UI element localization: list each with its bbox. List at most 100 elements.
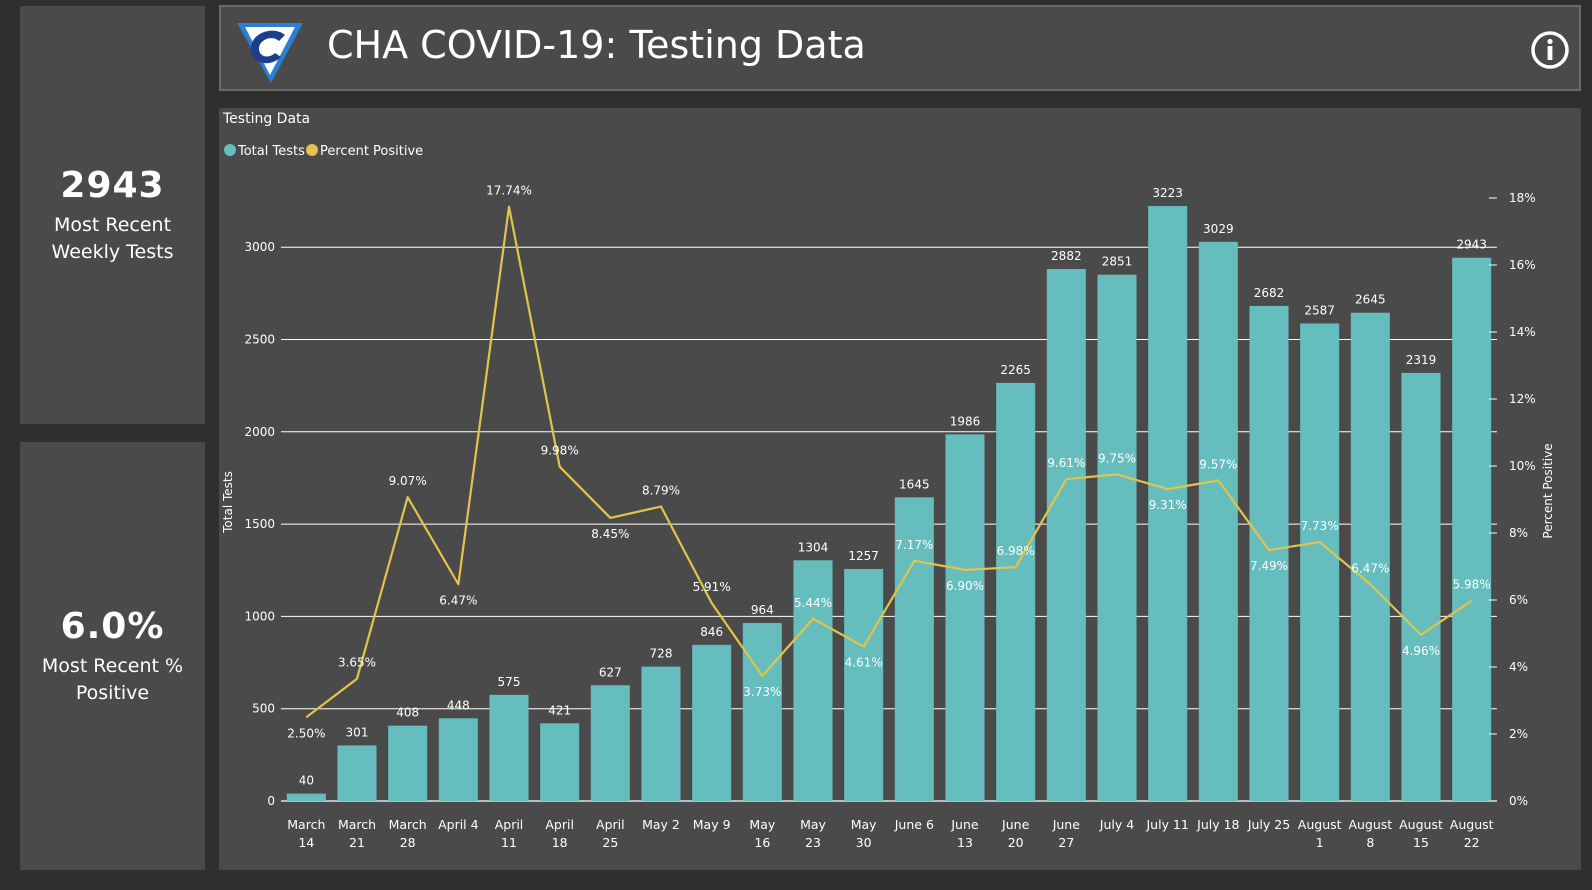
- line-point-label: 4.61%: [845, 656, 883, 670]
- bar-value-label: 1645: [899, 477, 930, 491]
- line-point-label: 6.47%: [439, 593, 477, 607]
- bar-value-label: 728: [650, 647, 673, 661]
- x-tick-label: 22: [1464, 835, 1480, 850]
- x-tick-label: July 18: [1196, 817, 1239, 832]
- bar: [286, 793, 326, 801]
- bar-value-label: 3223: [1152, 186, 1183, 200]
- bar: [894, 497, 934, 801]
- chart-legend: Total Tests Percent Positive: [224, 144, 423, 159]
- legend-label-percent-positive: Percent Positive: [320, 144, 423, 159]
- bar: [692, 644, 732, 801]
- y-tick-label: 3000: [244, 240, 275, 254]
- bar: [1401, 372, 1441, 801]
- x-tick-label: 25: [602, 835, 618, 850]
- kpi-card-weekly-tests: 2943 Most Recent Weekly Tests: [20, 6, 205, 424]
- chart-title: Testing Data: [222, 111, 310, 127]
- y-axis-title: Total Tests: [221, 471, 235, 534]
- y-tick-label: 2000: [244, 425, 275, 439]
- x-tick-label: 14: [298, 835, 314, 850]
- x-tick-label: July 25: [1247, 817, 1290, 832]
- y-tick-label: 0: [267, 794, 275, 808]
- line-point-label: 7.49%: [1250, 559, 1288, 573]
- line-point-label: 6.47%: [1351, 561, 1389, 575]
- bar: [337, 745, 377, 801]
- kpi-percent-positive-label: Most Recent % Positive: [41, 654, 184, 704]
- x-tick-label: 20: [1008, 835, 1024, 850]
- x-tick-label: April: [545, 817, 574, 832]
- bar: [793, 560, 833, 801]
- x-tick-label: May 9: [693, 817, 731, 832]
- bar-value-label: 1257: [848, 549, 879, 563]
- x-tick-label: 27: [1058, 835, 1074, 850]
- x-tick-label: 8: [1366, 835, 1374, 850]
- legend-swatch-total-tests: [224, 144, 236, 156]
- cha-logo-icon: [237, 23, 303, 83]
- bar: [1198, 241, 1238, 801]
- y2-tick-label: 12%: [1509, 392, 1536, 406]
- line-point-label: 2.50%: [287, 726, 325, 740]
- x-tick-label: 15: [1413, 835, 1429, 850]
- y-tick-label: 1500: [244, 517, 275, 531]
- line-point-label: 9.61%: [1047, 456, 1085, 470]
- line-point-label: 5.98%: [1453, 578, 1491, 592]
- y2-axis-title: Percent Positive: [1541, 443, 1555, 538]
- bar-value-label: 2943: [1456, 238, 1487, 252]
- line-point-label: 9.31%: [1149, 498, 1187, 512]
- bar: [641, 666, 681, 801]
- bar-value-label: 2587: [1304, 303, 1335, 317]
- bar: [1452, 257, 1492, 802]
- bar-value-label: 1304: [798, 540, 829, 554]
- x-tick-label: May 2: [642, 817, 680, 832]
- x-tick-label: July 4: [1099, 817, 1134, 832]
- x-tick-label: June: [1001, 817, 1030, 832]
- bar-value-label: 2851: [1102, 255, 1133, 269]
- x-tick-label: March: [287, 817, 325, 832]
- x-tick-label: June: [1052, 817, 1081, 832]
- x-tick-label: 1: [1316, 835, 1324, 850]
- line-point-label: 7.17%: [895, 538, 933, 552]
- line-point-label: 8.79%: [642, 484, 680, 498]
- y2-tick-label: 6%: [1509, 593, 1528, 607]
- legend-swatch-percent-positive: [306, 144, 318, 156]
- x-tick-label: May: [800, 817, 826, 832]
- y2-tick-label: 4%: [1509, 660, 1528, 674]
- x-tick-label: August: [1399, 817, 1443, 832]
- line-point-label: 9.75%: [1098, 451, 1136, 465]
- x-tick-label: August: [1450, 817, 1494, 832]
- x-tick-label: May: [851, 817, 877, 832]
- y2-tick-label: 16%: [1509, 258, 1536, 272]
- bar-value-label: 2645: [1355, 293, 1386, 307]
- y-tick-label: 2500: [244, 333, 275, 347]
- bar-value-label: 3029: [1203, 222, 1234, 236]
- line-point-label: 6.90%: [946, 579, 984, 593]
- bar-value-label: 408: [396, 706, 419, 720]
- bar: [438, 718, 478, 801]
- y2-tick-label: 8%: [1509, 526, 1528, 540]
- line-point-label: 8.45%: [591, 527, 629, 541]
- bar-value-label: 421: [548, 703, 571, 717]
- y-tick-label: 500: [252, 702, 275, 716]
- line-point-label: 4.96%: [1402, 644, 1440, 658]
- x-tick-label: August: [1298, 817, 1342, 832]
- line-point-label: 5.44%: [794, 596, 832, 610]
- x-tick-label: 16: [754, 835, 770, 850]
- x-tick-label: 18: [552, 835, 568, 850]
- bar-value-label: 627: [599, 665, 622, 679]
- bar-value-label: 448: [447, 698, 470, 712]
- kpi-card-percent-positive: 6.0% Most Recent % Positive: [20, 442, 205, 870]
- bar: [1148, 206, 1188, 802]
- line-point-label: 6.98%: [997, 544, 1035, 558]
- x-tick-label: April: [495, 817, 524, 832]
- x-tick-label: June 6: [894, 817, 934, 832]
- bar-value-label: 40: [299, 774, 314, 788]
- info-icon[interactable]: [1529, 29, 1571, 71]
- bar-value-label: 846: [700, 625, 723, 639]
- bar: [388, 725, 428, 801]
- y2-tick-label: 14%: [1509, 325, 1536, 339]
- kpi-weekly-tests-label: Most Recent Weekly Tests: [51, 213, 174, 263]
- bar: [489, 694, 529, 801]
- line-point-label: 9.57%: [1199, 457, 1237, 471]
- x-tick-label: 11: [501, 835, 517, 850]
- x-tick-label: 28: [400, 835, 416, 850]
- bar: [1249, 305, 1289, 801]
